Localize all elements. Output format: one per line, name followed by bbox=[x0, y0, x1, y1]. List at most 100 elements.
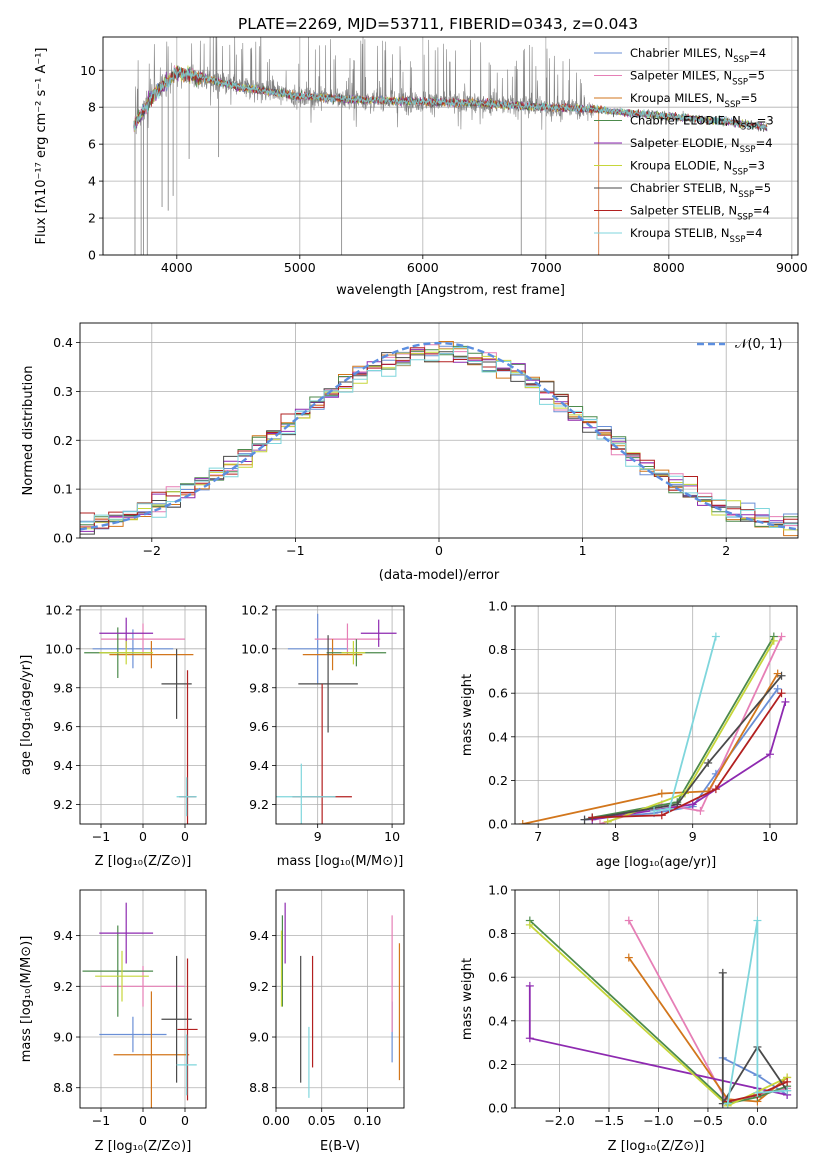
errorbar-point bbox=[161, 648, 192, 719]
y-tick-label: 0.6 bbox=[488, 686, 508, 701]
residual-histogram-5 bbox=[80, 348, 798, 531]
marker bbox=[783, 1077, 792, 1086]
legend-label: Salpeter STELIB, NSSP=4 bbox=[630, 204, 770, 223]
y-tick-label: 9.6 bbox=[249, 719, 269, 734]
y-tick-label: 1.0 bbox=[488, 599, 508, 614]
x-tick-label: 5000 bbox=[284, 260, 316, 275]
y-tick-label: 9.0 bbox=[249, 1030, 269, 1045]
model-spectrum-1 bbox=[133, 65, 600, 255]
marker bbox=[765, 750, 774, 759]
y-tick-label: 10.0 bbox=[45, 641, 73, 656]
x-tick-label: 0 bbox=[181, 829, 189, 844]
marker bbox=[711, 785, 720, 794]
marker bbox=[657, 789, 666, 798]
errorbar-point bbox=[92, 629, 174, 669]
errorbar-point bbox=[176, 1034, 197, 1096]
y-tick-label: 0.2 bbox=[53, 433, 73, 448]
axes-spectrum: 4000 5000 6000 7000 8000 9000 0 2 4 6 8 10 wavelengt… bbox=[34, 36, 808, 298]
marker bbox=[650, 806, 659, 815]
axes-mass-vs-EBV: 0.00 0.05 0.10 8.8 9.0 9.2 9.4 E(B-V) bbox=[249, 889, 405, 1154]
y-tick-label: 0.0 bbox=[488, 1101, 508, 1116]
y-tick-label: 0.2 bbox=[488, 773, 508, 788]
x-tick-label: −1.5 bbox=[594, 1113, 624, 1128]
plot-area-age-vs-Z bbox=[84, 617, 197, 824]
x-tick-label: 2 bbox=[722, 543, 730, 558]
marker bbox=[704, 758, 713, 767]
marker bbox=[769, 636, 778, 645]
x-tick-label: 8 bbox=[611, 829, 619, 844]
marker bbox=[525, 1034, 534, 1043]
marker bbox=[777, 689, 786, 698]
y-tick-label: 0.4 bbox=[488, 729, 508, 744]
legend-label: Chabrier ELODIE, NSSP=3 bbox=[630, 114, 774, 133]
marker bbox=[696, 806, 705, 815]
errorbar-point bbox=[314, 623, 381, 655]
y-tick-label: 10.2 bbox=[241, 602, 269, 617]
mass-weight-line-8 bbox=[653, 636, 717, 812]
y-tick-label: 9.2 bbox=[53, 797, 73, 812]
axes-frame bbox=[275, 889, 405, 1109]
x-tick-label: 0.0 bbox=[747, 1113, 767, 1128]
y-tick-label: 9.2 bbox=[249, 979, 269, 994]
errorbar-point bbox=[95, 950, 149, 1002]
errorbar-point bbox=[109, 641, 194, 669]
plot-area-massweight-vs-Z bbox=[525, 916, 792, 1108]
normal-reference-curve bbox=[80, 341, 798, 531]
y-tick-label: 8.8 bbox=[53, 1080, 73, 1095]
y-tick-label: 8.8 bbox=[249, 1080, 269, 1095]
y-tick-label: 9.0 bbox=[53, 1030, 73, 1045]
y-tick-label: 0.8 bbox=[488, 926, 508, 941]
marker bbox=[781, 697, 790, 706]
errorbar-point bbox=[360, 619, 397, 647]
x-tick-label: 0.05 bbox=[308, 1113, 336, 1128]
y-tick-label: 0.0 bbox=[53, 531, 73, 546]
y-tick-label: 0.1 bbox=[53, 482, 73, 497]
y-axis-label: age [log₁₀(age/yr)] bbox=[19, 655, 34, 776]
x-axis-label: wavelength [Angstrom, rest frame] bbox=[336, 283, 565, 298]
legend-label: Salpeter ELODIE, NSSP=4 bbox=[630, 136, 773, 155]
errorbar-point bbox=[177, 958, 198, 1101]
y-axis-label: mass weight bbox=[460, 674, 475, 756]
errorbar-point bbox=[341, 641, 366, 665]
marker bbox=[783, 1086, 792, 1095]
marker bbox=[525, 981, 534, 990]
x-tick-label: 0 bbox=[435, 543, 443, 558]
y-tick-label: 2 bbox=[88, 211, 96, 226]
residual-histogram-8 bbox=[80, 347, 798, 528]
y-tick-label: 0.6 bbox=[488, 970, 508, 985]
plot-area-spectrum bbox=[133, 37, 768, 255]
marker bbox=[773, 684, 782, 693]
x-tick-label: 0 bbox=[139, 1113, 147, 1128]
y-tick-label: 10 bbox=[80, 63, 96, 78]
mass-weight-line-6 bbox=[721, 972, 788, 1107]
errorbar-point bbox=[99, 902, 154, 964]
plot-area-mass-vs-EBV bbox=[280, 902, 401, 1098]
x-tick-label: 6000 bbox=[407, 260, 439, 275]
y-tick-label: 9.8 bbox=[53, 680, 73, 695]
y-tick-label: 9.2 bbox=[249, 797, 269, 812]
marker bbox=[688, 800, 697, 809]
marker bbox=[753, 916, 762, 925]
x-axis-label: mass [log₁₀(M/M⊙)] bbox=[277, 854, 404, 869]
axes-frame bbox=[514, 605, 798, 825]
legend-label: Kroupa STELIB, NSSP=4 bbox=[630, 226, 762, 245]
x-tick-label: 7000 bbox=[530, 260, 562, 275]
marker bbox=[624, 916, 633, 925]
marker bbox=[718, 968, 727, 977]
plot-area-mass-vs-Z bbox=[82, 902, 198, 1108]
marker bbox=[753, 1088, 762, 1097]
axes-massweight-vs-age: 7 8 9 10 0.0 0.2 0.4 0.6 0.8 1.0 age [log₁₀(age/yr… bbox=[460, 599, 798, 870]
y-tick-label: 9.4 bbox=[249, 928, 269, 943]
y-axis-label: Flux [fλ10⁻¹⁷ erg cm⁻² s⁻¹ A⁻¹] bbox=[34, 48, 49, 245]
x-tick-label: 0 bbox=[181, 1113, 189, 1128]
errorbar-point bbox=[176, 777, 197, 817]
legend-label: Chabrier STELIB, NSSP=5 bbox=[630, 181, 771, 200]
errorbar-point bbox=[302, 639, 363, 671]
x-tick-label: −1.0 bbox=[643, 1113, 673, 1128]
axes-age-vs-Z: −1 0 0 9.2 9.4 9.6 9.8 10.0 10.2 Z [log₁₀(Z/Z⊙)] a… bbox=[19, 602, 207, 869]
y-tick-label: 9.6 bbox=[53, 719, 73, 734]
y-tick-label: 0.3 bbox=[53, 384, 73, 399]
y-tick-label: 0.2 bbox=[488, 1057, 508, 1072]
errorbar-point bbox=[298, 635, 358, 733]
